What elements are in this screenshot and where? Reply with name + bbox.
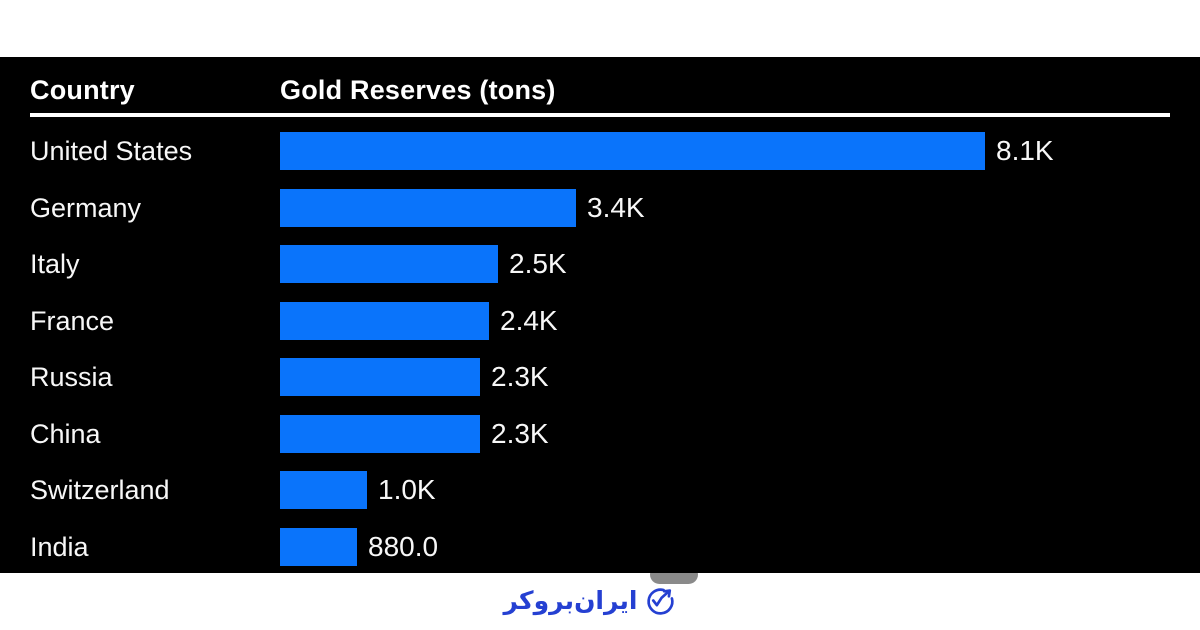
value-label: 2.3K: [491, 361, 549, 392]
chart-panel: Country Gold Reserves (tons) United Stat…: [0, 57, 1200, 573]
country-label: Switzerland: [30, 475, 170, 505]
chart-row: Russia 2.3K: [0, 349, 1200, 406]
value-label: 1.0K: [378, 474, 436, 505]
country-label: China: [30, 418, 101, 449]
gold-reserves-bar: [280, 358, 480, 397]
trending-up-circle-icon: [647, 587, 675, 615]
chart-row: United States 8.1K: [0, 123, 1200, 180]
chart-row: Germany 3.4K: [0, 180, 1200, 237]
country-label: France: [30, 305, 115, 336]
gold-reserves-bar: [280, 471, 367, 510]
iranbroker-logo[interactable]: ایران‌بروکر: [504, 584, 679, 617]
gold-reserves-bar: [280, 188, 576, 227]
value-label: 2.5K: [509, 248, 567, 279]
value-label: 2.3K: [491, 417, 549, 449]
country-label: India: [30, 531, 89, 562]
chart-rows: United States 8.1K Germany 3.4K Italy 2.…: [0, 123, 1200, 575]
country-label: United States: [30, 136, 193, 166]
value-label: 2.4K: [500, 304, 558, 336]
chart-row: Italy 2.5K: [0, 236, 1200, 293]
gold-reserves-bar: [280, 301, 489, 340]
column-header-country: Country: [30, 74, 135, 105]
chart-row: India 880.0: [0, 519, 1200, 576]
chart-row: France 2.4K: [0, 293, 1200, 350]
table-header: Country Gold Reserves (tons): [30, 57, 1170, 117]
gold-reserves-bar: [280, 132, 985, 171]
footer: ایران‌بروکر: [0, 580, 1191, 620]
chart-row: Switzerland 1.0K: [0, 462, 1200, 519]
column-header-gold-reserves: Gold Reserves (tons): [280, 74, 556, 105]
value-label: 3.4K: [587, 191, 645, 223]
value-label: 880.0: [368, 530, 439, 562]
value-label: 8.1K: [996, 135, 1054, 166]
country-label: Italy: [30, 249, 80, 279]
country-label: Russia: [30, 362, 113, 392]
logo-text: ایران‌بروکر: [503, 585, 638, 615]
gold-reserves-bar: [280, 414, 480, 453]
gold-reserves-bar: [280, 527, 357, 566]
chart-row: China 2.3K: [0, 406, 1200, 463]
gold-reserves-bar: [280, 245, 498, 284]
country-label: Germany: [30, 192, 142, 223]
